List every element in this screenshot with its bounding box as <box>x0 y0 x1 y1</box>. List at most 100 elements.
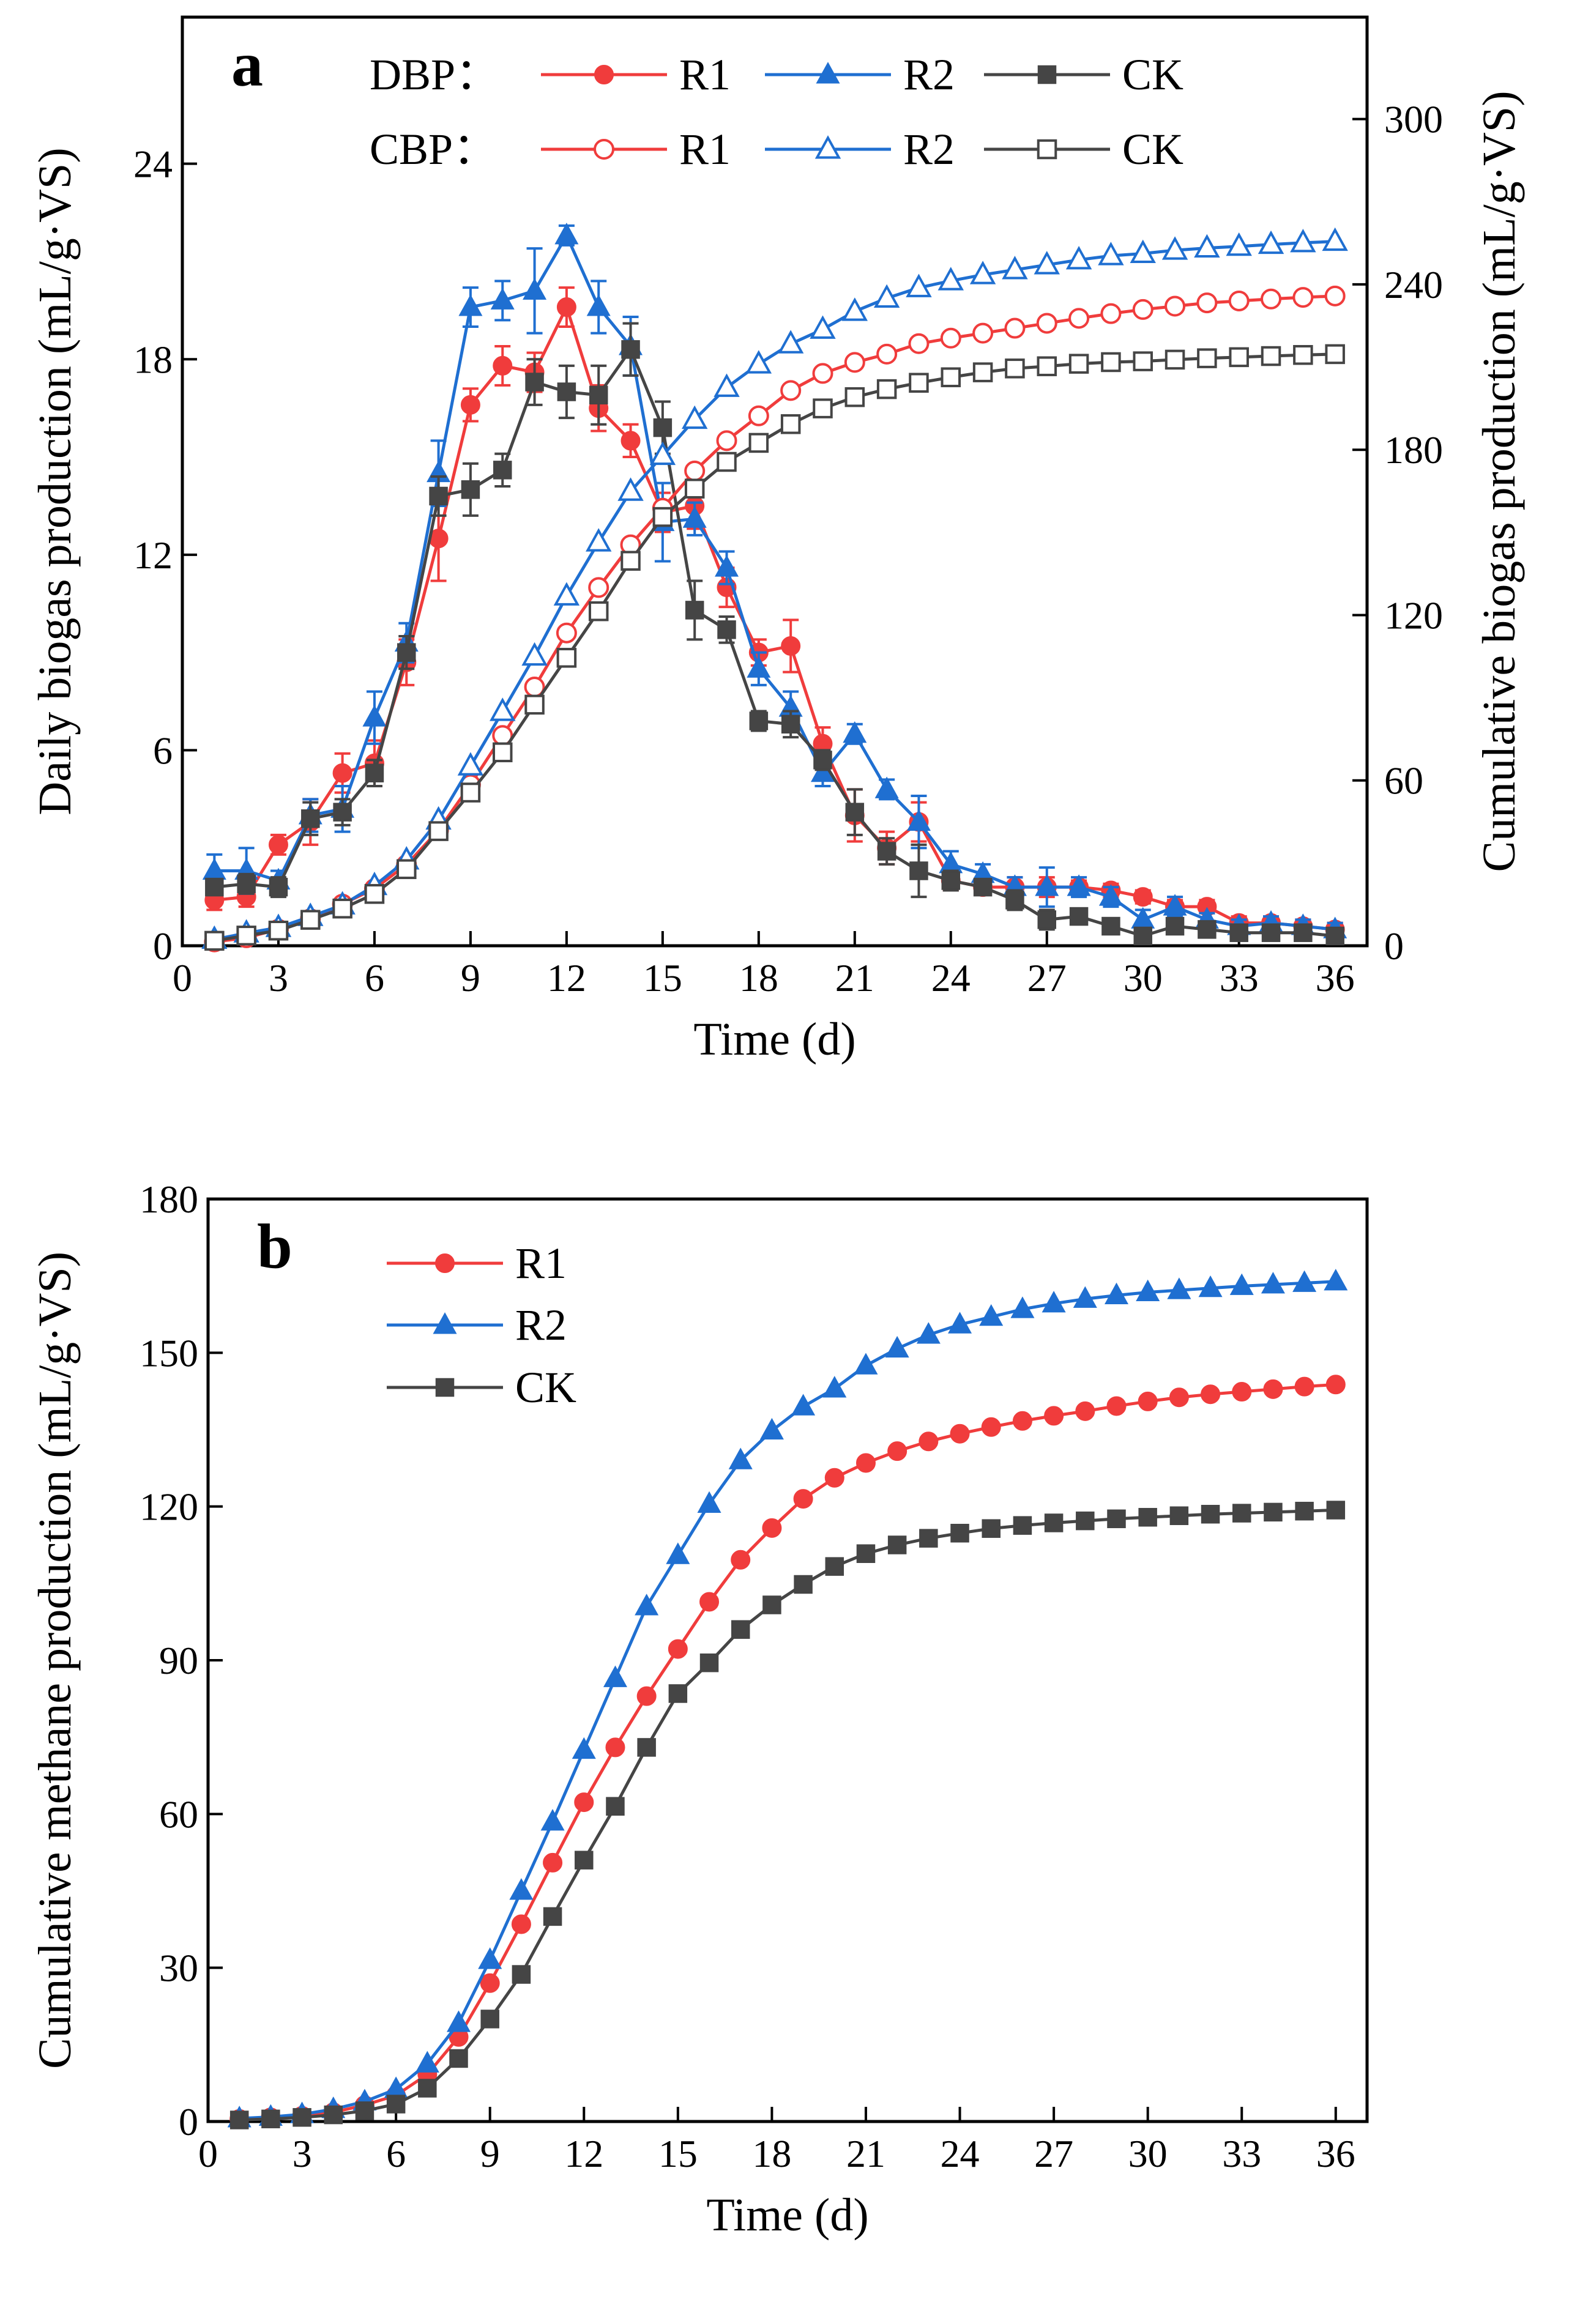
legend-entry-ck <box>387 1378 503 1397</box>
data-point <box>748 405 769 426</box>
data-point <box>447 2010 471 2032</box>
legend-marker <box>435 1253 455 1273</box>
x-tick-label: 12 <box>564 2132 603 2175</box>
data-point <box>554 223 579 245</box>
data-point <box>825 1557 844 1576</box>
x-tick-label: 24 <box>941 2132 980 2175</box>
data-point <box>268 834 288 855</box>
data-point <box>1133 926 1152 946</box>
legend-marker <box>814 135 841 159</box>
data-point <box>1326 1501 1346 1520</box>
x-tick-label: 12 <box>547 956 586 1000</box>
data-point <box>969 261 996 284</box>
data-point <box>716 430 737 451</box>
data-point <box>748 433 769 453</box>
data-point <box>791 1394 816 1416</box>
data-point <box>1165 349 1185 370</box>
data-point <box>715 555 739 577</box>
data-point <box>1044 1406 1064 1426</box>
legend-label: R1 <box>515 1239 567 1288</box>
data-point <box>972 322 994 344</box>
data-point <box>649 441 676 466</box>
x-tick-label: 0 <box>198 2132 218 2175</box>
data-point <box>682 506 707 528</box>
data-point <box>717 620 736 639</box>
data-point <box>681 405 708 429</box>
data-point <box>1194 234 1220 258</box>
plot-frame <box>181 15 1369 948</box>
panel-label: a <box>231 29 263 100</box>
data-point <box>1133 351 1153 371</box>
data-point <box>1100 303 1122 324</box>
data-point <box>268 920 289 941</box>
data-point <box>589 385 608 405</box>
data-point <box>1229 1273 1254 1295</box>
data-point <box>556 622 577 644</box>
data-point <box>457 752 484 776</box>
data-point <box>668 1684 688 1703</box>
data-point <box>301 809 320 828</box>
data-point <box>855 1453 876 1473</box>
panel-label: b <box>257 1211 293 1282</box>
data-point <box>1138 1391 1158 1411</box>
data-point <box>1292 287 1314 308</box>
data-point <box>418 2079 437 2098</box>
data-point <box>205 877 224 897</box>
data-point <box>844 352 865 373</box>
data-point <box>684 460 706 481</box>
data-point <box>843 721 867 743</box>
data-point <box>749 711 769 730</box>
y-tick-label: 30 <box>159 1947 198 1990</box>
data-point <box>332 898 352 919</box>
data-point <box>621 340 640 359</box>
data-point <box>699 1592 720 1612</box>
data-point <box>1098 242 1124 265</box>
data-point <box>605 1737 625 1758</box>
data-point <box>524 694 545 715</box>
y2-tick-label: 120 <box>1384 593 1443 637</box>
data-point <box>1261 288 1282 310</box>
data-point <box>697 1491 721 1513</box>
data-point <box>1261 923 1281 942</box>
data-point <box>397 643 416 662</box>
data-point <box>1035 874 1059 896</box>
data-point <box>556 297 576 317</box>
data-point <box>876 379 897 399</box>
data-point <box>1229 347 1249 368</box>
data-point <box>950 1523 969 1543</box>
legend-entry-r1 <box>387 1253 503 1273</box>
data-point <box>415 2051 439 2073</box>
data-point <box>588 601 609 622</box>
data-point <box>781 636 801 656</box>
legend-group-label: DBP： <box>370 50 499 99</box>
x-tick-label: 6 <box>365 956 384 1000</box>
data-point <box>668 1639 688 1659</box>
data-point <box>812 363 833 384</box>
data-point <box>635 1594 659 1616</box>
data-point <box>699 1653 719 1672</box>
legend-entry-cbp-r1 <box>541 139 667 160</box>
data-point <box>684 478 705 499</box>
data-point <box>397 859 417 880</box>
legend-entry-dbp-r1 <box>541 65 667 84</box>
data-point <box>780 414 801 434</box>
x-tick-label: 18 <box>739 956 778 1000</box>
data-point <box>909 861 928 880</box>
data-point <box>512 1965 531 1984</box>
data-point <box>574 1792 594 1813</box>
y-tick-label: 0 <box>153 924 173 968</box>
data-point <box>1261 1272 1285 1294</box>
data-point <box>948 1312 972 1334</box>
legend-label: R2 <box>903 50 955 99</box>
data-point <box>1101 916 1120 936</box>
data-point <box>941 367 961 387</box>
series-line <box>214 232 1335 931</box>
data-point <box>908 333 930 354</box>
data-point <box>841 297 868 321</box>
data-point <box>1325 926 1344 946</box>
data-point <box>1292 1270 1317 1292</box>
data-point <box>324 2105 343 2125</box>
data-point <box>1101 352 1121 373</box>
data-point <box>780 380 802 401</box>
data-point <box>588 577 609 598</box>
